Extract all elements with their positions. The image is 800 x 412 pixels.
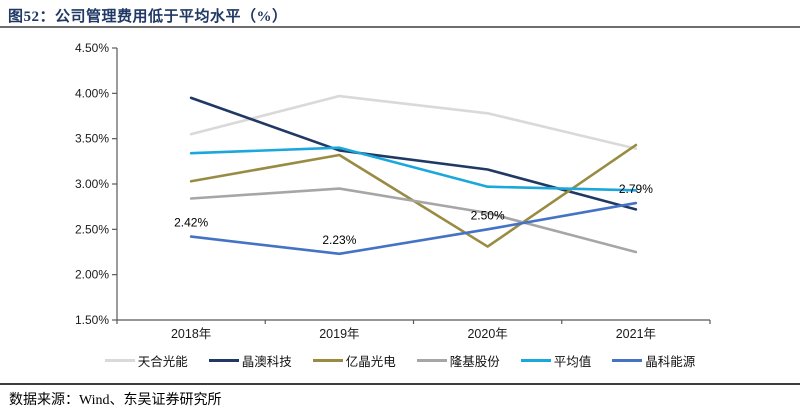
legend-item-label: 天合光能 (137, 354, 188, 369)
series-swatch (520, 358, 551, 362)
svg-text:2.42%: 2.42% (174, 216, 208, 230)
svg-text:2018年: 2018年 (171, 327, 211, 341)
series-swatch (104, 358, 135, 362)
svg-text:2021年: 2021年 (616, 327, 656, 341)
svg-text:2.00%: 2.00% (75, 268, 109, 282)
legend-item-label: 晶科能源 (645, 354, 696, 369)
svg-text:2.50%: 2.50% (75, 222, 109, 236)
page-title: 图52：公司管理费用低于平均水平（%） (8, 9, 288, 25)
footer-divider (0, 383, 800, 385)
svg-text:3.50%: 3.50% (75, 132, 109, 146)
legend-item-label: 亿晶光电 (345, 354, 396, 369)
legend-item: 亿晶光电 (312, 351, 396, 370)
svg-text:2.50%: 2.50% (471, 208, 505, 222)
svg-text:2019年: 2019年 (319, 327, 359, 341)
legend-item: 天合光能 (104, 351, 188, 370)
legend-item: 平均值 (520, 351, 592, 370)
legend-item: 隆基股份 (416, 351, 500, 370)
legend-item-label: 隆基股份 (449, 354, 500, 369)
line-chart: 1.50% 2.00% 2.50% 3.00% 3.50% 4.00% 4.50% 2018年… (75, 41, 711, 341)
svg-text:4.50%: 4.50% (75, 41, 109, 55)
data-source: 数据来源：Wind、东吴证券研究所 (9, 393, 222, 408)
series-swatch (312, 358, 343, 362)
series-swatch (416, 358, 447, 362)
series-swatch (208, 358, 239, 362)
svg-text:3.00%: 3.00% (75, 177, 109, 191)
svg-text:2020年: 2020年 (467, 327, 507, 341)
legend-item-label: 平均值 (553, 354, 592, 369)
svg-text:2.23%: 2.23% (322, 233, 356, 247)
series-swatch (612, 358, 643, 362)
legend-item: 晶澳科技 (208, 351, 292, 370)
svg-text:4.00%: 4.00% (75, 86, 109, 100)
legend-item: 晶科能源 (612, 351, 695, 370)
title-divider (0, 26, 800, 28)
legend-item-label: 晶澳科技 (241, 354, 292, 369)
chart-legend: 天合光能 晶澳科技 亿晶光电 隆基股份 平均值 晶科能源 (0, 351, 800, 369)
svg-text:2.79%: 2.79% (619, 182, 653, 196)
svg-text:1.50%: 1.50% (75, 313, 109, 327)
